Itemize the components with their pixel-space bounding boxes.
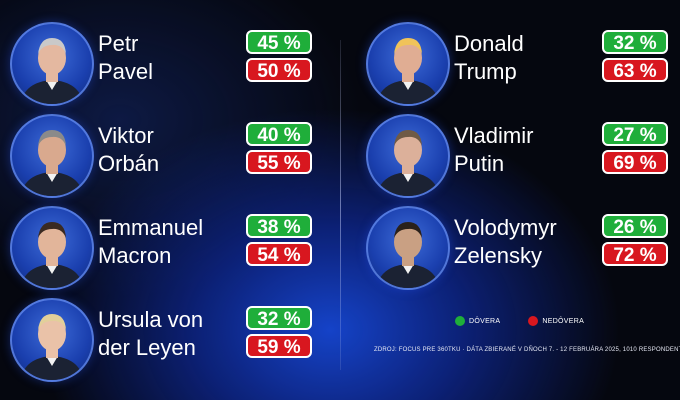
person-last-name: Orbán [98,151,160,176]
person-row: Emmanuel Macron 38 % 54 % [0,204,320,292]
portrait-photo [10,298,94,382]
distrust-value: 55 % [246,150,312,174]
trust-value: 32 % [602,30,668,54]
person-row: Vladimir Putin 27 % 69 % [356,112,676,200]
person-first-name: Petr [98,31,139,56]
person-last-name: Zelensky [454,243,543,268]
person-name: Viktor Orbán [98,122,159,178]
person-first-name: Volodymyr [454,215,557,240]
person-name: Ursula von der Leyen [98,306,203,362]
person-row: Viktor Orbán 40 % 55 % [0,112,320,200]
person-last-name: Pavel [98,59,154,84]
distrust-value: 59 % [246,334,312,358]
portrait-photo [10,114,94,198]
person-first-name: Ursula von [98,307,204,332]
legend-trust-label: DÔVERA [469,317,501,325]
person-row: Petr Pavel 45 % 50 % [0,20,320,108]
trust-value: 38 % [246,214,312,238]
distrust-value: 69 % [602,150,668,174]
portrait-photo [10,206,94,290]
portrait-photo [366,206,450,290]
portrait-photo [366,22,450,106]
person-last-name: Putin [454,151,505,176]
trust-value: 26 % [602,214,668,238]
person-row: Donald Trump 32 % 63 % [356,20,676,108]
person-last-name: der Leyen [98,335,196,360]
person-name: Donald Trump [454,30,524,86]
person-name: Emmanuel Macron [98,214,203,270]
trust-value: 45 % [246,30,312,54]
person-last-name: Macron [98,243,172,268]
person-first-name: Vladimir [454,123,534,148]
person-row: Volodymyr Zelensky 26 % 72 % [356,204,676,292]
portrait-photo [366,114,450,198]
column-divider [340,40,341,370]
distrust-value: 63 % [602,58,668,82]
portrait-photo [10,22,94,106]
distrust-value: 72 % [602,242,668,266]
legend: DÔVERA NEDÔVERA [455,316,584,326]
person-first-name: Emmanuel [98,215,204,240]
legend-item-distrust: NEDÔVERA [528,316,584,326]
person-name: Vladimir Putin [454,122,533,178]
person-name: Volodymyr Zelensky [454,214,557,270]
trust-value: 40 % [246,122,312,146]
trust-value: 27 % [602,122,668,146]
person-name: Petr Pavel [98,30,153,86]
legend-item-trust: DÔVERA [455,316,500,326]
distrust-value: 54 % [246,242,312,266]
legend-distrust-label: NEDÔVERA [542,317,585,325]
person-first-name: Donald [454,31,524,56]
person-first-name: Viktor [98,123,154,148]
distrust-value: 50 % [246,58,312,82]
person-row: Ursula von der Leyen 32 % 59 % [0,296,320,384]
legend-distrust-dot [528,316,539,326]
source-note: ZDROJ: FOCUS PRE 360TKU · DÁTA ZBIERANÉ … [374,347,680,353]
person-last-name: Trump [454,59,517,84]
trust-value: 32 % [246,306,312,330]
legend-trust-dot [455,316,465,326]
